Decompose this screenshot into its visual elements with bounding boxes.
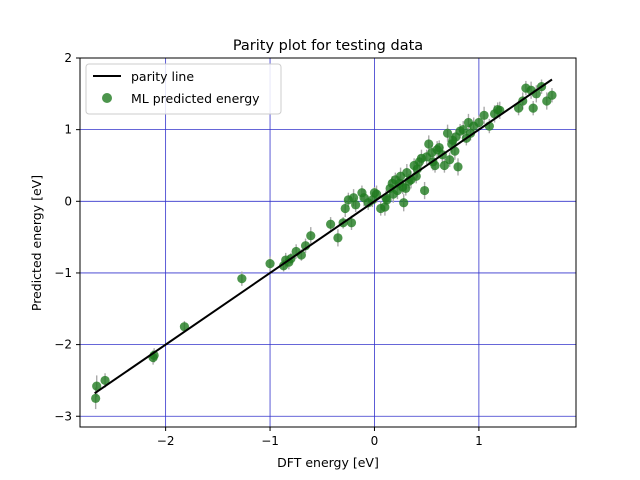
legend-entry-parity-line: parity line bbox=[131, 69, 194, 84]
data-point bbox=[306, 231, 316, 241]
y-tick-label: −1 bbox=[54, 266, 72, 280]
data-point bbox=[402, 168, 412, 178]
x-axis-ticks: −2 −1 0 1 bbox=[157, 427, 483, 448]
data-point bbox=[401, 183, 411, 194]
data-point bbox=[351, 200, 361, 210]
data-point bbox=[424, 139, 434, 149]
data-point bbox=[479, 110, 489, 120]
plot-frame bbox=[79, 57, 577, 428]
y-tick-label: −3 bbox=[54, 409, 72, 423]
parity-line bbox=[94, 78, 553, 395]
legend-entry-ml-predicted: ML predicted energy bbox=[131, 91, 260, 106]
data-point bbox=[382, 195, 392, 205]
data-point bbox=[474, 117, 484, 128]
y-tick-label: 1 bbox=[64, 123, 72, 137]
y-tick-label: 2 bbox=[64, 51, 72, 65]
data-point bbox=[340, 203, 350, 214]
parity-line-layer bbox=[94, 78, 553, 395]
x-axis-label: DFT energy [eV] bbox=[277, 455, 379, 470]
data-point bbox=[371, 189, 382, 199]
x-tick-label: −2 bbox=[157, 434, 175, 448]
legend: parity line ML predicted energy bbox=[85, 63, 282, 115]
y-tick-label: −2 bbox=[54, 338, 72, 352]
data-point bbox=[419, 185, 430, 196]
data-point bbox=[92, 381, 102, 391]
data-point bbox=[465, 128, 476, 138]
scatter-points bbox=[91, 82, 557, 403]
x-tick-label: −1 bbox=[261, 434, 279, 448]
x-tick-label: 1 bbox=[475, 434, 483, 448]
data-point bbox=[547, 90, 557, 100]
chart-title: Parity plot for testing data bbox=[233, 38, 423, 54]
data-point bbox=[528, 103, 538, 113]
data-point bbox=[380, 202, 390, 212]
data-point bbox=[346, 218, 357, 228]
data-point bbox=[100, 375, 110, 386]
data-point bbox=[399, 198, 409, 208]
data-point bbox=[445, 155, 455, 165]
data-point bbox=[442, 128, 453, 138]
y-tick-label: 0 bbox=[64, 194, 72, 208]
data-point bbox=[458, 125, 468, 135]
data-point bbox=[91, 393, 101, 403]
y-axis-ticks: −3 −2 −1 0 1 2 bbox=[54, 51, 80, 423]
data-point bbox=[237, 274, 247, 284]
data-point bbox=[348, 193, 359, 203]
data-point bbox=[513, 103, 524, 113]
y-axis-label: Predicted energy [eV] bbox=[29, 175, 44, 311]
data-point bbox=[333, 233, 343, 243]
data-point bbox=[430, 160, 440, 171]
x-tick-label: 0 bbox=[371, 434, 379, 448]
data-point bbox=[453, 162, 463, 172]
data-point bbox=[265, 259, 275, 269]
data-point bbox=[434, 142, 444, 153]
data-point bbox=[326, 219, 336, 229]
legend-box bbox=[85, 63, 282, 115]
legend-point-swatch bbox=[102, 93, 112, 103]
